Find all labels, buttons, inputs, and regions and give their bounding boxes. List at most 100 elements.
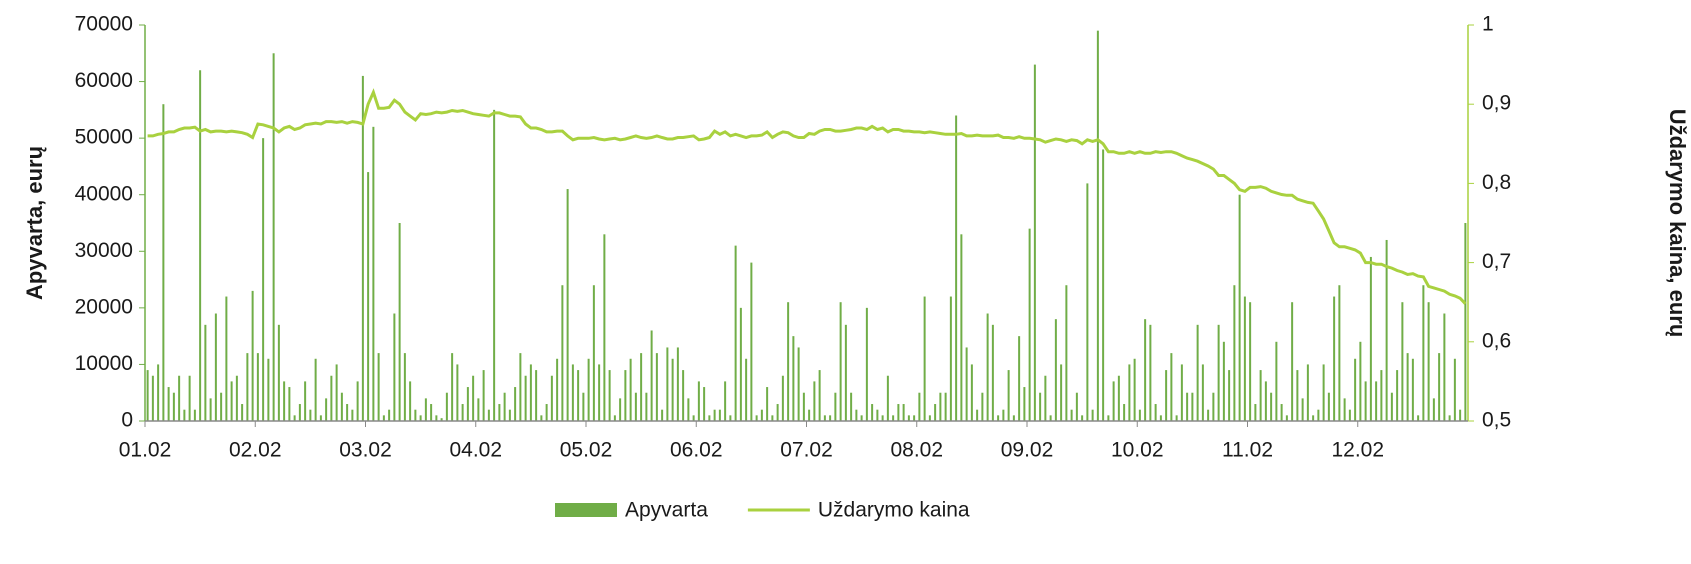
bar (1128, 364, 1131, 421)
bar (1096, 30, 1099, 422)
bar (1028, 228, 1031, 421)
bar (519, 353, 522, 421)
bar (388, 409, 391, 421)
bar (545, 404, 548, 421)
y2-tick-label: 0,9 (1482, 92, 1511, 115)
x-tick-label: 03.02 (339, 439, 392, 462)
bar (776, 404, 779, 421)
bar (456, 364, 459, 421)
bar (1123, 404, 1126, 421)
bar (1238, 194, 1241, 421)
bar (976, 409, 979, 421)
bar (298, 404, 301, 421)
legend-label: Uždarymo kaina (818, 499, 970, 522)
bar (409, 381, 412, 421)
bar (1049, 415, 1052, 421)
bar (540, 415, 543, 421)
bar (340, 392, 343, 421)
bar (792, 336, 795, 421)
bar (645, 392, 648, 421)
bar (687, 398, 690, 421)
bar (514, 387, 517, 421)
bar (1212, 392, 1215, 421)
bar (372, 126, 375, 421)
bar (267, 358, 270, 421)
bar (766, 387, 769, 421)
bar (1338, 285, 1341, 421)
x-tick-label: 12.02 (1331, 439, 1384, 462)
bar (1322, 364, 1325, 421)
bar (1443, 313, 1446, 421)
bar (1327, 392, 1330, 421)
y2-axis-title: Uždarymo kaina, eurų (1665, 109, 1690, 338)
bar (461, 404, 464, 421)
bar (850, 392, 853, 421)
bar (414, 409, 417, 421)
bar (1091, 409, 1094, 421)
bar (256, 353, 259, 421)
bar (787, 302, 790, 421)
bar (566, 189, 569, 421)
bar (582, 392, 585, 421)
bar (325, 398, 328, 421)
bar (886, 375, 889, 421)
bar (1138, 409, 1141, 421)
bar (997, 415, 1000, 421)
bar (1201, 364, 1204, 421)
bar (1333, 296, 1336, 421)
bar (734, 245, 737, 421)
bar (529, 364, 532, 421)
bar (881, 415, 884, 421)
bar (949, 296, 952, 421)
bar (1380, 370, 1383, 421)
bar (1102, 149, 1105, 421)
bar (172, 392, 175, 421)
bar (577, 370, 580, 421)
bar (193, 409, 196, 421)
bar (199, 70, 202, 421)
bar (1075, 392, 1078, 421)
bar (466, 387, 469, 421)
bar (1285, 415, 1288, 421)
bar (398, 223, 401, 421)
bar (1133, 358, 1136, 421)
bar (676, 347, 679, 421)
bar (981, 392, 984, 421)
bar (797, 347, 800, 421)
bar (1054, 319, 1057, 421)
bar (955, 115, 958, 421)
bar (755, 415, 758, 421)
bar (934, 404, 937, 421)
bar (419, 415, 422, 421)
bar (1396, 370, 1399, 421)
bar (1432, 398, 1435, 421)
bar (183, 409, 186, 421)
bar (1375, 381, 1378, 421)
bar (1007, 370, 1010, 421)
bar (503, 392, 506, 421)
y-tick-label: 10000 (75, 352, 133, 375)
bar (1154, 404, 1157, 421)
bar (319, 415, 322, 421)
bar (146, 370, 149, 421)
y2-tick-label: 0,7 (1482, 250, 1511, 273)
bar (1086, 183, 1089, 421)
bar (1117, 375, 1120, 421)
x-tick-label: 08.02 (890, 439, 943, 462)
bar (729, 415, 732, 421)
bar (907, 415, 910, 421)
bar (1217, 324, 1220, 421)
bar (1264, 381, 1267, 421)
bar (272, 53, 275, 422)
bar (1033, 64, 1036, 421)
bar (1243, 296, 1246, 421)
bar (482, 370, 485, 421)
bar (629, 358, 632, 421)
y-tick-label: 50000 (75, 126, 133, 149)
bar (277, 324, 280, 421)
bar (157, 364, 160, 421)
x-tick-label: 04.02 (449, 439, 502, 462)
bar (986, 313, 989, 421)
bar (650, 330, 653, 421)
legend-label: Apyvarta (625, 499, 708, 522)
